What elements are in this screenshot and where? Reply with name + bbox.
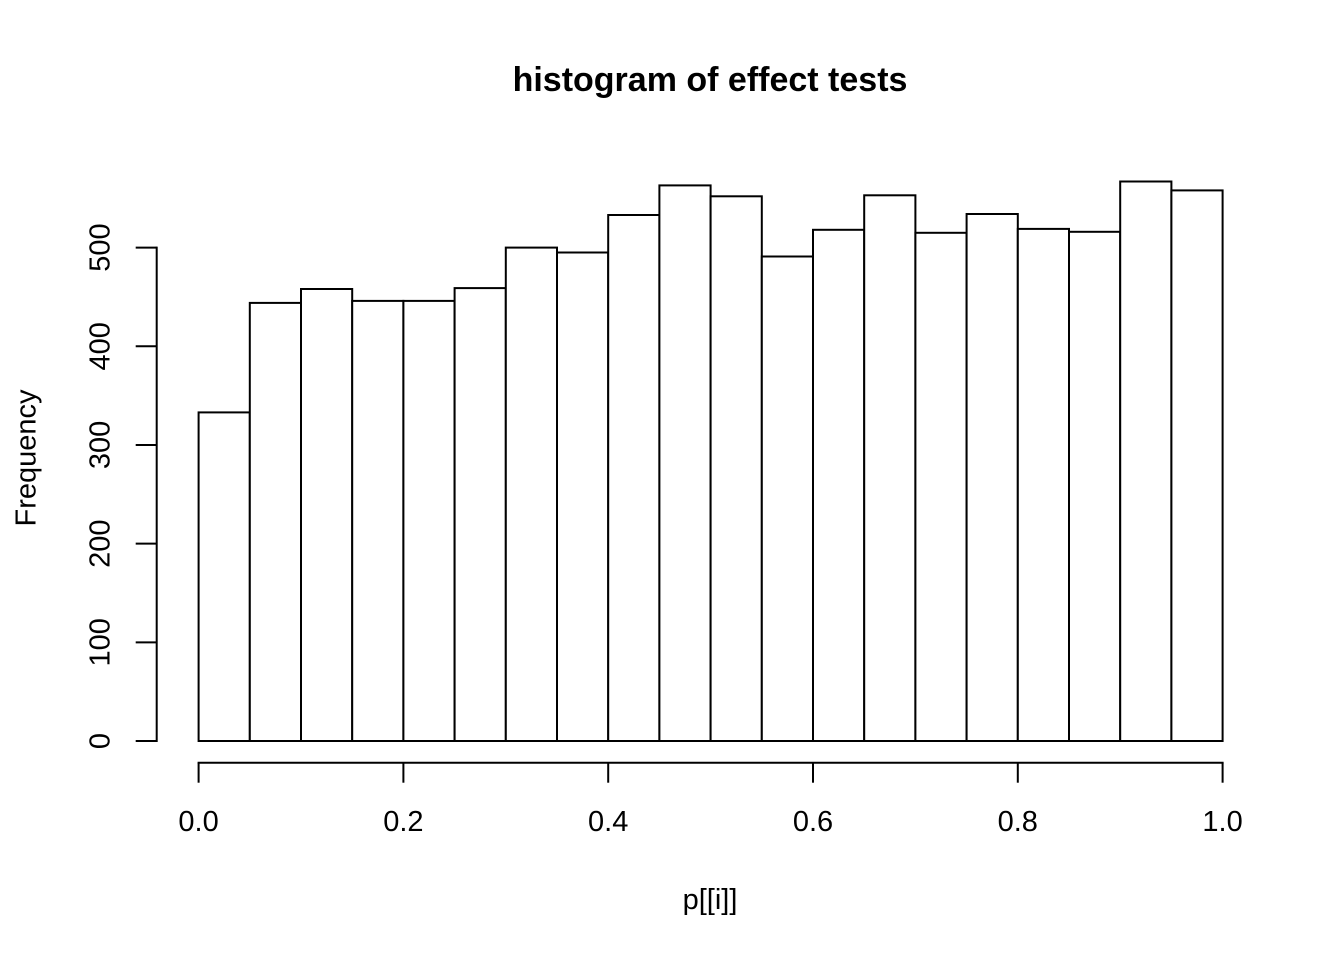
histogram-bar — [607, 214, 661, 742]
x-tick-label: 0.2 — [383, 806, 423, 838]
histogram-bar — [658, 184, 712, 742]
histogram-bar — [504, 246, 558, 742]
y-tick-label: 400 — [85, 322, 117, 370]
y-tick-label: 500 — [85, 223, 117, 271]
histogram-bar — [965, 213, 1019, 742]
y-axis-label: Frequency — [10, 389, 43, 527]
histogram-bar — [812, 228, 866, 743]
y-tick-label: 200 — [85, 519, 117, 567]
x-tick-label: 0.0 — [178, 806, 218, 838]
histogram-bar — [351, 299, 405, 742]
histogram-bar — [760, 255, 814, 742]
histogram-bar — [300, 288, 354, 742]
histogram-bar — [1068, 230, 1122, 743]
x-tick-label: 0.6 — [793, 806, 833, 838]
histogram-bar — [248, 301, 303, 742]
x-tick-label: 0.4 — [588, 806, 628, 838]
histogram-bar — [914, 231, 968, 743]
histogram-bar — [863, 194, 917, 743]
histogram-bar — [556, 251, 610, 742]
histogram-bar — [402, 299, 456, 742]
histogram-bar — [709, 195, 763, 743]
chart-title: histogram of effect tests — [512, 61, 908, 99]
histogram-bar — [1119, 180, 1173, 742]
x-tick-label: 0.8 — [998, 806, 1038, 838]
y-tick-label: 300 — [85, 421, 117, 469]
histogram-bar — [453, 287, 507, 742]
x-tick-label: 1.0 — [1202, 806, 1242, 838]
y-tick-label: 0 — [85, 733, 117, 749]
histogram-bar — [1170, 189, 1224, 742]
histogram-bar — [1016, 227, 1070, 742]
y-tick-label: 100 — [85, 618, 117, 666]
histogram-bar — [197, 411, 251, 742]
x-axis-label: p[[i]] — [682, 884, 738, 916]
